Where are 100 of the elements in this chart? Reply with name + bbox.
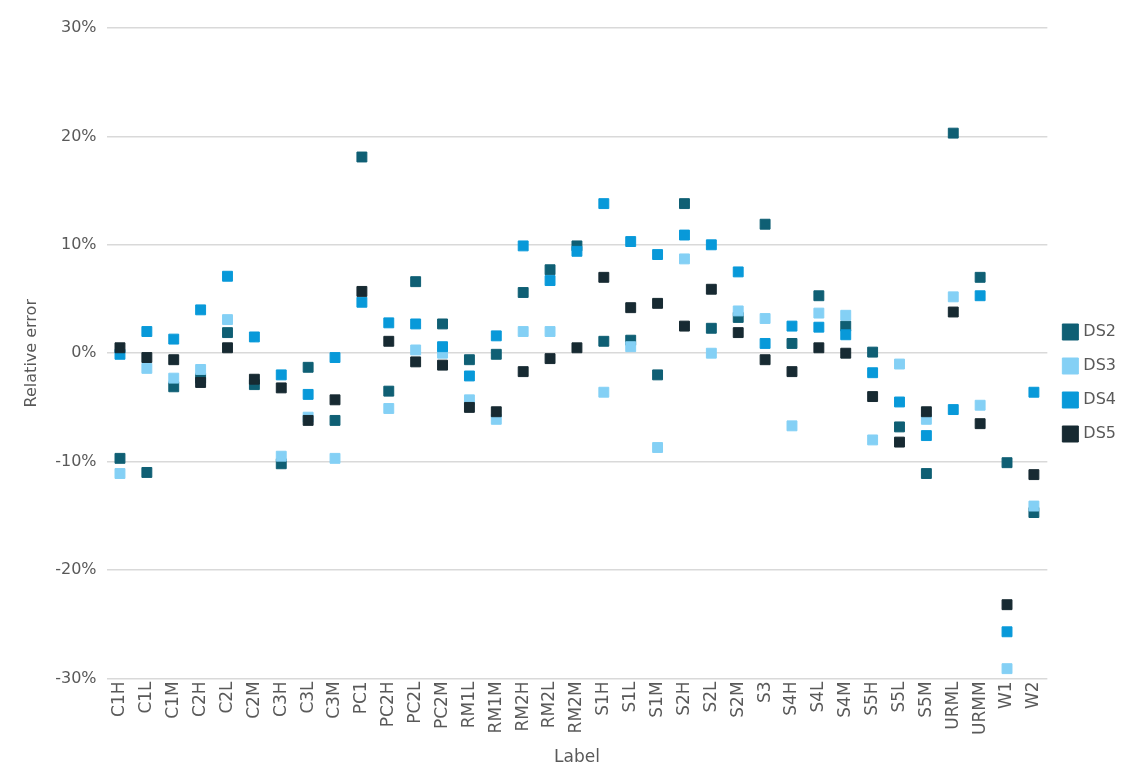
- point: [867, 391, 879, 403]
- y-tick-label: -10%: [55, 450, 97, 470]
- point: [652, 297, 664, 309]
- point: [114, 342, 126, 354]
- x-tick-label: S2H: [672, 681, 693, 716]
- x-tick-label: RM1L: [457, 680, 478, 729]
- point: [813, 290, 825, 302]
- x-tick-label: S2M: [726, 681, 747, 718]
- point: [114, 468, 126, 479]
- point: [544, 264, 556, 276]
- point: [410, 344, 422, 356]
- point: [679, 229, 690, 241]
- point: [383, 403, 395, 414]
- x-tick-label: RM2L: [538, 680, 559, 729]
- point: [356, 151, 368, 163]
- point: [705, 283, 717, 295]
- point: [840, 347, 852, 359]
- point: [437, 359, 448, 371]
- x-tick-label: C1L: [135, 680, 156, 714]
- x-tick-label: S4L: [807, 680, 828, 713]
- legend-label: DS3: [1083, 355, 1116, 375]
- point: [222, 327, 233, 339]
- point: [759, 338, 771, 349]
- x-tick-label: PC2M: [430, 681, 451, 730]
- point: [571, 245, 583, 257]
- point: [1001, 663, 1013, 675]
- point: [114, 452, 126, 464]
- point: [168, 333, 180, 345]
- point: [141, 467, 153, 478]
- point: [248, 331, 260, 343]
- point: [383, 385, 395, 397]
- point: [410, 276, 422, 288]
- point: [947, 306, 959, 318]
- point: [947, 404, 959, 416]
- y-axis-title: Relative error: [20, 298, 40, 408]
- y-tick-label: -30%: [55, 667, 97, 687]
- point: [1001, 457, 1013, 469]
- x-tick-label: W1: [995, 681, 1016, 710]
- point: [410, 318, 422, 330]
- point: [598, 386, 610, 398]
- point: [974, 418, 986, 430]
- point: [437, 318, 448, 330]
- point: [652, 442, 664, 453]
- point: [329, 452, 341, 464]
- point: [517, 326, 529, 337]
- x-tick-label: PC1: [350, 681, 371, 715]
- point: [920, 430, 932, 442]
- point: [222, 314, 233, 326]
- point: [867, 367, 879, 379]
- x-tick-label: S5H: [861, 681, 882, 716]
- point: [947, 127, 959, 139]
- point: [920, 406, 932, 418]
- point: [867, 346, 879, 358]
- x-tick-label: RM2H: [511, 681, 532, 732]
- point: [222, 270, 233, 282]
- point: [544, 326, 556, 337]
- y-tick-label: 30%: [60, 17, 97, 37]
- point: [195, 304, 207, 316]
- point: [786, 320, 798, 332]
- x-tick-label: S3: [753, 681, 774, 704]
- x-tick-label: URMM: [968, 681, 989, 735]
- x-tick-label: C3L: [296, 680, 317, 714]
- point: [813, 321, 825, 333]
- point: [813, 307, 825, 319]
- point: [410, 356, 422, 368]
- point: [732, 266, 744, 278]
- point: [248, 373, 260, 385]
- legend-label: DS5: [1083, 423, 1116, 443]
- point: [974, 290, 986, 302]
- point: [463, 354, 475, 366]
- point: [356, 285, 368, 297]
- point: [894, 436, 905, 448]
- point: [544, 353, 556, 365]
- point: [329, 394, 341, 406]
- point: [705, 239, 717, 251]
- point: [840, 309, 852, 321]
- point: [356, 296, 368, 308]
- y-tick-label: 0%: [71, 342, 97, 362]
- point: [598, 335, 610, 347]
- x-tick-label: S4M: [834, 681, 855, 718]
- y-tick-label: -20%: [55, 559, 97, 579]
- point: [679, 198, 690, 210]
- point: [1028, 500, 1040, 512]
- point: [679, 253, 690, 265]
- point: [1028, 469, 1040, 481]
- x-tick-label: C1M: [162, 681, 183, 719]
- point: [598, 198, 610, 210]
- point: [786, 420, 798, 432]
- point: [625, 236, 637, 247]
- point: [141, 326, 153, 337]
- point: [141, 352, 153, 363]
- point: [974, 271, 986, 283]
- point: [490, 330, 502, 342]
- legend-label: DS2: [1083, 321, 1116, 341]
- point: [867, 434, 879, 446]
- x-tick-label: S4H: [780, 681, 801, 716]
- point: [1001, 626, 1013, 638]
- x-tick-label: C1H: [108, 681, 129, 717]
- point: [517, 366, 529, 378]
- x-tick-label: S1M: [646, 681, 666, 718]
